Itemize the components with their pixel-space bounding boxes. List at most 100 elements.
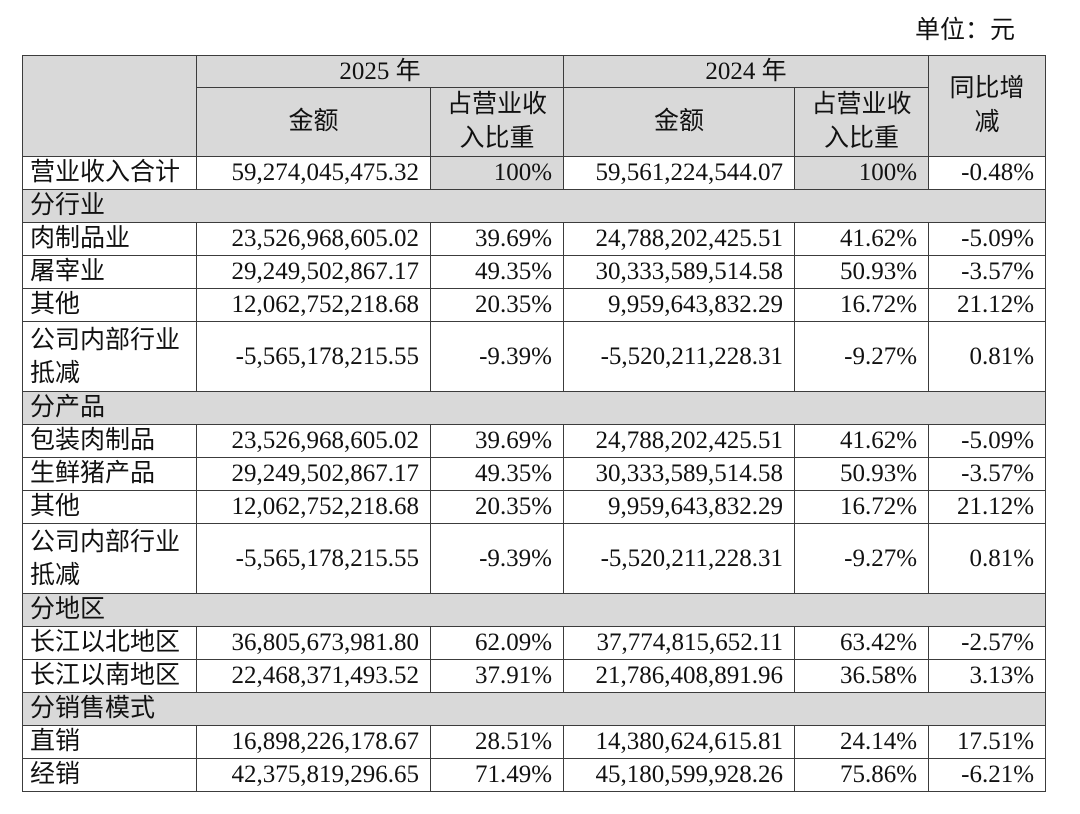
yoy-change-cell: 0.81% xyxy=(928,523,1047,594)
yoy-change-cell: 0.81% xyxy=(928,321,1047,392)
share-2025-cell: -9.39% xyxy=(429,523,565,594)
amount-2024-cell: 45,180,599,928.26 xyxy=(563,758,796,792)
section-row-industry: 分行业 xyxy=(21,189,1047,223)
amount-2024-cell: 24,788,202,425.51 xyxy=(563,424,796,458)
share-2024-cell: 41.62% xyxy=(794,424,930,458)
amount-2025-cell: 29,249,502,867.17 xyxy=(196,255,431,289)
share-2025-cell: 100% xyxy=(429,156,565,190)
amount-2024-cell: 37,774,815,652.11 xyxy=(563,626,796,660)
amount-2025-cell: 36,805,673,981.80 xyxy=(196,626,431,660)
row-label: 经销 xyxy=(22,758,197,792)
share-2024-cell: 24.14% xyxy=(794,725,930,759)
amount-2025-cell: 12,062,752,218.68 xyxy=(196,490,431,524)
share-2025-cell: 20.35% xyxy=(429,288,565,322)
row-label: 肉制品业 xyxy=(22,222,197,256)
share-2024-cell: 75.86% xyxy=(794,758,930,792)
yoy-change-cell: 21.12% xyxy=(928,490,1047,524)
amount-2025-cell: -5,565,178,215.55 xyxy=(196,523,431,594)
amount-2024-cell: -5,520,211,228.31 xyxy=(563,321,796,392)
share-2025-cell: 71.49% xyxy=(429,758,565,792)
share-2024-cell: 50.93% xyxy=(794,255,930,289)
share-2025-cell: 28.51% xyxy=(429,725,565,759)
amount-2024-cell: 9,959,643,832.29 xyxy=(563,490,796,524)
amount-2025-cell: 29,249,502,867.17 xyxy=(196,457,431,491)
table-body: 营业收入合计 59,274,045,475.32 100% 59,561,224… xyxy=(21,156,1047,792)
amount-2024-cell: 21,786,408,891.96 xyxy=(563,659,796,693)
share-2024-cell: 41.62% xyxy=(794,222,930,256)
section-title: 分销售模式 xyxy=(21,692,1047,726)
share-2025-cell: 39.69% xyxy=(429,222,565,256)
row-label: 长江以北地区 xyxy=(22,626,197,660)
share-2025-cell: 49.35% xyxy=(429,255,565,289)
share-2024-cell: 16.72% xyxy=(794,288,930,322)
header-row-metrics: 金额 占营业收 入比重 金额 占营业收 入比重 xyxy=(23,87,1046,157)
amount-2024-cell: 9,959,643,832.29 xyxy=(563,288,796,322)
amount-2025-cell: 16,898,226,178.67 xyxy=(196,725,431,759)
table-row: 生鲜猪产品 29,249,502,867.17 49.35% 30,333,58… xyxy=(22,457,1047,491)
amount-2025-cell: 22,468,371,493.52 xyxy=(196,659,431,693)
row-label: 屠宰业 xyxy=(22,255,197,289)
header-yoy-change: 同比增 减 xyxy=(928,55,1047,157)
share-2024-cell: 36.58% xyxy=(794,659,930,693)
share-2025-cell: 37.91% xyxy=(429,659,565,693)
row-label: 营业收入合计 xyxy=(22,156,197,190)
share-2025-cell: 39.69% xyxy=(429,424,565,458)
share-2024-cell: 16.72% xyxy=(794,490,930,524)
amount-2024-cell: 24,788,202,425.51 xyxy=(563,222,796,256)
header-corner-cell xyxy=(22,55,197,157)
table-row-total: 营业收入合计 59,274,045,475.32 100% 59,561,224… xyxy=(22,156,1047,190)
section-title: 分产品 xyxy=(21,391,1047,425)
table-row: 长江以北地区 36,805,673,981.80 62.09% 37,774,8… xyxy=(22,626,1047,660)
row-label: 直销 xyxy=(22,725,197,759)
header-share-2024: 占营业收 入比重 xyxy=(794,87,930,157)
table-row: 公司内部行业 抵减 -5,565,178,215.55 -9.39% -5,52… xyxy=(22,321,1047,392)
row-label: 公司内部行业 抵减 xyxy=(22,523,197,594)
yoy-change-cell: -3.57% xyxy=(928,255,1047,289)
table-header: 2025 年 2024 年 同比增 减 金额 占营业收 入比重 金额 占营业收 … xyxy=(22,55,1047,157)
table-row: 包装肉制品 23,526,968,605.02 39.69% 24,788,20… xyxy=(22,424,1047,458)
amount-2025-cell: 42,375,819,296.65 xyxy=(196,758,431,792)
section-row-region: 分地区 xyxy=(21,593,1047,627)
yoy-change-cell: -0.48% xyxy=(928,156,1047,190)
yoy-change-cell: 3.13% xyxy=(928,659,1047,693)
table-row: 直销 16,898,226,178.67 28.51% 14,380,624,6… xyxy=(22,725,1047,759)
yoy-change-cell: -6.21% xyxy=(928,758,1047,792)
unit-label: 单位：元 xyxy=(914,17,1015,44)
table-row: 长江以南地区 22,468,371,493.52 37.91% 21,786,4… xyxy=(22,659,1047,693)
share-2025-cell: 20.35% xyxy=(429,490,565,524)
table-row: 公司内部行业 抵减 -5,565,178,215.55 -9.39% -5,52… xyxy=(22,523,1047,594)
header-amount-2024: 金额 xyxy=(563,87,796,157)
amount-2024-cell: 30,333,589,514.58 xyxy=(563,255,796,289)
amount-2024-cell: 14,380,624,615.81 xyxy=(563,725,796,759)
amount-2024-cell: 30,333,589,514.58 xyxy=(563,457,796,491)
share-2024-cell: -9.27% xyxy=(794,321,930,392)
section-row-product: 分产品 xyxy=(21,391,1047,425)
amount-2024-cell: -5,520,211,228.31 xyxy=(563,523,796,594)
amount-2025-cell: 23,526,968,605.02 xyxy=(196,424,431,458)
share-2024-cell: 100% xyxy=(794,156,930,190)
table-row: 肉制品业 23,526,968,605.02 39.69% 24,788,202… xyxy=(22,222,1047,256)
section-title: 分行业 xyxy=(21,189,1047,223)
row-label: 包装肉制品 xyxy=(22,424,197,458)
share-2025-cell: 49.35% xyxy=(429,457,565,491)
header-amount-2025: 金额 xyxy=(196,87,431,157)
yoy-change-cell: -2.57% xyxy=(928,626,1047,660)
yoy-change-cell: 17.51% xyxy=(928,725,1047,759)
amount-2025-cell: -5,565,178,215.55 xyxy=(196,321,431,392)
amount-2025-cell: 12,062,752,218.68 xyxy=(196,288,431,322)
revenue-composition-table: 2025 年 2024 年 同比增 减 金额 占营业收 入比重 金额 占营业收 … xyxy=(21,55,1047,792)
row-label: 长江以南地区 xyxy=(22,659,197,693)
yoy-change-cell: -3.57% xyxy=(928,457,1047,491)
share-2024-cell: -9.27% xyxy=(794,523,930,594)
yoy-change-cell: 21.12% xyxy=(928,288,1047,322)
row-label: 生鲜猪产品 xyxy=(22,457,197,491)
table-row: 其他 12,062,752,218.68 20.35% 9,959,643,83… xyxy=(22,490,1047,524)
amount-2024-cell: 59,561,224,544.07 xyxy=(563,156,796,190)
header-year-2024: 2024 年 xyxy=(563,55,930,88)
table-row: 经销 42,375,819,296.65 71.49% 45,180,599,9… xyxy=(22,758,1047,792)
amount-2025-cell: 59,274,045,475.32 xyxy=(196,156,431,190)
share-2025-cell: 62.09% xyxy=(429,626,565,660)
share-2024-cell: 63.42% xyxy=(794,626,930,660)
header-row-years: 2025 年 2024 年 同比增 减 xyxy=(22,55,1047,157)
section-title: 分地区 xyxy=(21,593,1047,627)
